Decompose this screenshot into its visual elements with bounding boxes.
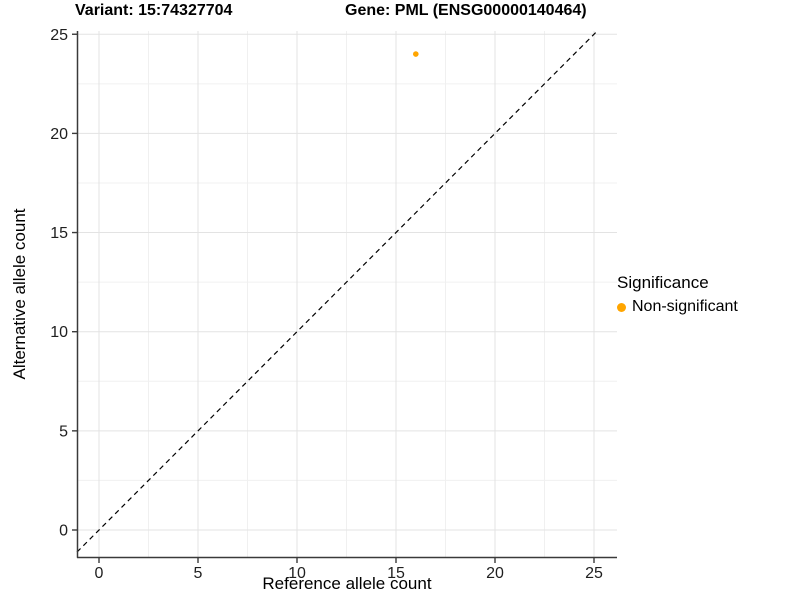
y-tick-label: 20 [50,126,68,143]
x-tick-label: 20 [486,565,504,582]
x-tick-label: 10 [288,565,306,582]
legend-entry: Non-significant [617,298,738,316]
y-tick-label: 15 [50,225,68,242]
legend: Significance Non-significant [617,273,738,316]
legend-key-dot-icon [617,302,626,312]
y-tick-label: 0 [59,523,68,540]
legend-items: Non-significant [617,298,738,316]
legend-title: Significance [617,273,709,292]
y-axis-title: Alternative allele count [10,208,29,380]
x-tick-label: 0 [95,565,104,582]
y-tick-label: 5 [59,423,68,440]
data-point [413,51,419,57]
plot-title-variant: Variant: 15:74327704 [75,2,233,19]
y-tick-label: 25 [50,27,68,44]
x-tick-label: 5 [194,565,203,582]
y-tick-label: 10 [50,324,68,341]
x-tick-label: 25 [585,565,603,582]
x-axis-title: Reference allele count [262,574,432,593]
plot-title-gene: Gene: PML (ENSG00000140464) [345,2,587,19]
identity-reference-line [76,30,598,553]
x-tick-label: 15 [387,565,405,582]
legend-entry-label: Non-significant [632,298,738,315]
